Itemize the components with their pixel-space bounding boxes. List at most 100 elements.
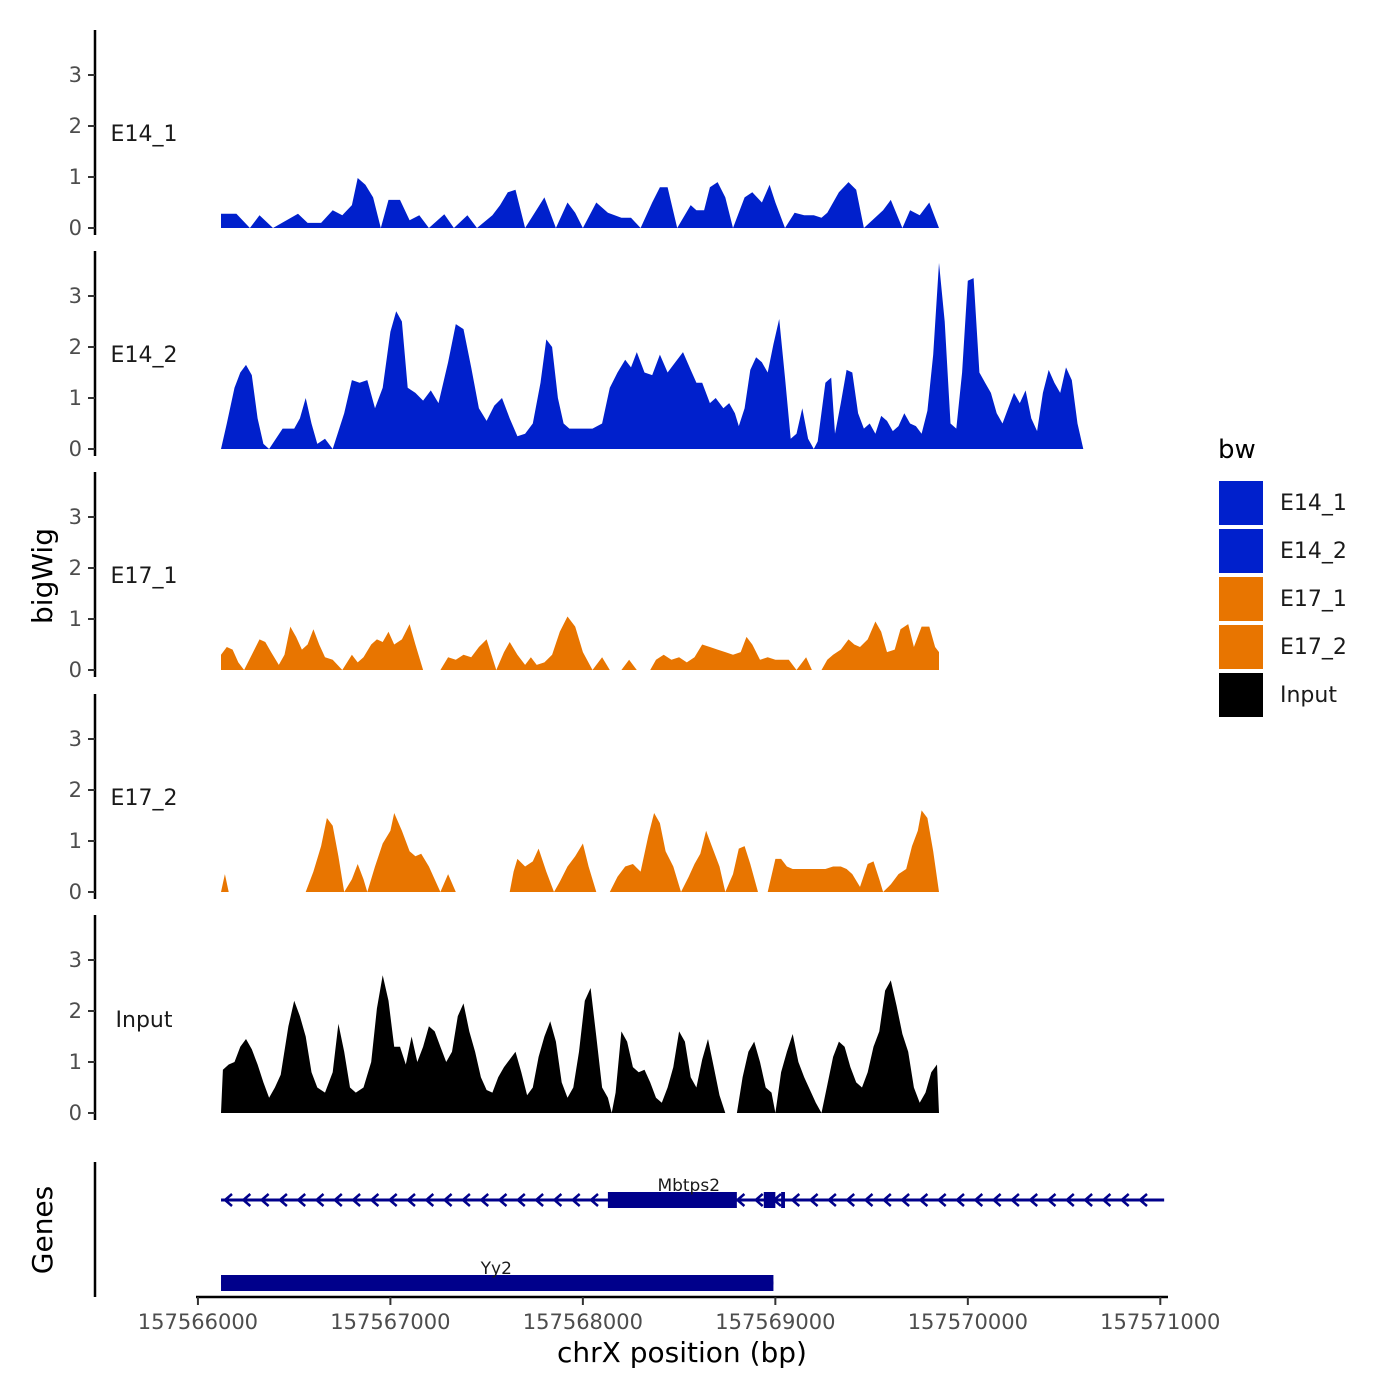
gene-label: Mbtps2: [657, 1176, 720, 1196]
strand-arrow: [515, 1193, 526, 1207]
y-tick-label: 3: [69, 284, 82, 308]
gene-yy2: Yy2: [221, 1259, 774, 1291]
y-tick-label: 0: [69, 658, 82, 682]
legend-swatch: [1217, 527, 1265, 575]
strand-arrow: [936, 1193, 947, 1207]
track-label: E17_1: [111, 564, 178, 589]
strand-arrow: [552, 1193, 563, 1207]
y-tick-label: 1: [69, 386, 82, 410]
strand-arrow: [424, 1193, 435, 1207]
strand-arrow: [314, 1193, 325, 1207]
gene-exon: [607, 1192, 737, 1208]
legend-swatch: [1217, 479, 1265, 527]
track-label: E17_2: [111, 786, 178, 811]
gene-label: Yy2: [480, 1259, 512, 1279]
gene-mbtps2: Mbtps2: [221, 1176, 1165, 1208]
x-tick-label: 157566000: [138, 1310, 258, 1334]
strand-arrow: [1083, 1193, 1093, 1207]
strand-arrow: [369, 1193, 380, 1207]
strand-arrow: [534, 1193, 544, 1207]
genes-panel: Mbtps2 Yy2: [93, 1162, 1165, 1297]
area-e14_1: [221, 178, 939, 228]
y-tick-label: 3: [69, 948, 82, 972]
strand-arrow: [460, 1193, 471, 1207]
y-tick-label: 0: [69, 1101, 82, 1125]
strand-arrow: [1138, 1193, 1148, 1207]
y-axis-title: bigWig: [26, 528, 59, 624]
strand-arrow: [1101, 1193, 1112, 1207]
track-input: 0 1 2 3 Input: [69, 915, 939, 1125]
gene-exon: [781, 1192, 785, 1208]
legend-label: E14_2: [1280, 539, 1347, 564]
track-e14_1: 0 1 2 3 E14_1: [69, 30, 939, 240]
y-tick-label: 2: [69, 999, 82, 1023]
strand-arrow: [277, 1193, 288, 1207]
y-tick-label: 1: [69, 607, 82, 631]
y-tick-label: 0: [69, 437, 82, 461]
y-tick-label: 1: [69, 1050, 82, 1074]
y-tick-label: 1: [69, 829, 82, 853]
track-e14_2: 0 1 2 3 E14_2: [69, 251, 1084, 461]
strand-arrow: [1064, 1193, 1075, 1207]
strand-arrow: [753, 1193, 764, 1207]
legend-label: E14_1: [1280, 491, 1347, 516]
strand-arrow: [808, 1193, 819, 1207]
strand-arrow: [387, 1193, 398, 1207]
legend-swatch: [1217, 575, 1265, 623]
strand-arrow: [918, 1193, 929, 1207]
strand-arrow: [479, 1193, 490, 1207]
strand-arrow: [735, 1193, 746, 1207]
x-tick-label: 157571000: [1100, 1310, 1220, 1334]
legend-swatch: [1217, 671, 1265, 719]
track-label: Input: [116, 1008, 173, 1033]
strand-arrow: [332, 1193, 343, 1207]
x-tick-label: 157567000: [330, 1310, 450, 1334]
genes-axis-title: Genes: [26, 1186, 59, 1274]
track-e17_1: 0 1 2 3 E17_1: [69, 472, 939, 682]
gene-exon: [763, 1192, 776, 1208]
x-tick-label: 157570000: [908, 1310, 1028, 1334]
y-tick-label: 0: [69, 216, 82, 240]
strand-arrow: [1028, 1193, 1039, 1207]
strand-arrow: [1046, 1193, 1057, 1207]
y-tick-label: 2: [69, 556, 82, 580]
strand-arrow: [973, 1193, 984, 1207]
strand-arrow: [442, 1193, 453, 1207]
y-tick-label: 2: [69, 778, 82, 802]
track-label: E14_1: [111, 122, 178, 147]
strand-arrow: [790, 1193, 801, 1207]
strand-arrow: [881, 1193, 892, 1207]
strand-arrow: [296, 1193, 307, 1207]
strand-arrow: [991, 1193, 1002, 1207]
y-tick-label: 0: [69, 880, 82, 904]
strand-arrow: [863, 1193, 874, 1207]
strand-arrow: [497, 1193, 508, 1207]
y-tick-label: 3: [69, 505, 82, 529]
strand-arrow: [351, 1193, 361, 1207]
strand-arrow: [900, 1193, 910, 1207]
tracks-panel: 0 1 2 3 E14_1 0 1 2 3 E14_2 0 1 2 3 E17_1 0 1 2 3 E17_2 0 1 2 3…: [69, 30, 1084, 1125]
strand-arrow: [406, 1193, 416, 1207]
strand-arrow: [1009, 1193, 1020, 1207]
track-label: E14_2: [111, 343, 178, 368]
area-e17_2: [221, 810, 939, 892]
strand-arrow: [223, 1193, 233, 1207]
strand-arrow: [845, 1193, 856, 1207]
y-tick-label: 3: [69, 63, 82, 87]
y-tick-label: 2: [69, 335, 82, 359]
strand-arrow: [826, 1193, 837, 1207]
area-input: [221, 975, 939, 1113]
legend-label: E17_2: [1280, 635, 1347, 660]
legend: bw E14_1 E14_2 E17_1 E17_2 Input: [1217, 435, 1347, 719]
legend-swatch: [1217, 623, 1265, 671]
legend-title: bw: [1218, 435, 1256, 465]
strand-arrow: [570, 1193, 581, 1207]
y-tick-label: 1: [69, 165, 82, 189]
x-axis-title: chrX position (bp): [557, 1336, 807, 1369]
x-tick-label: 157568000: [523, 1310, 643, 1334]
y-tick-label: 2: [69, 114, 82, 138]
strand-arrow: [259, 1193, 270, 1207]
y-tick-label: 3: [69, 727, 82, 751]
area-e17_1: [221, 616, 939, 670]
